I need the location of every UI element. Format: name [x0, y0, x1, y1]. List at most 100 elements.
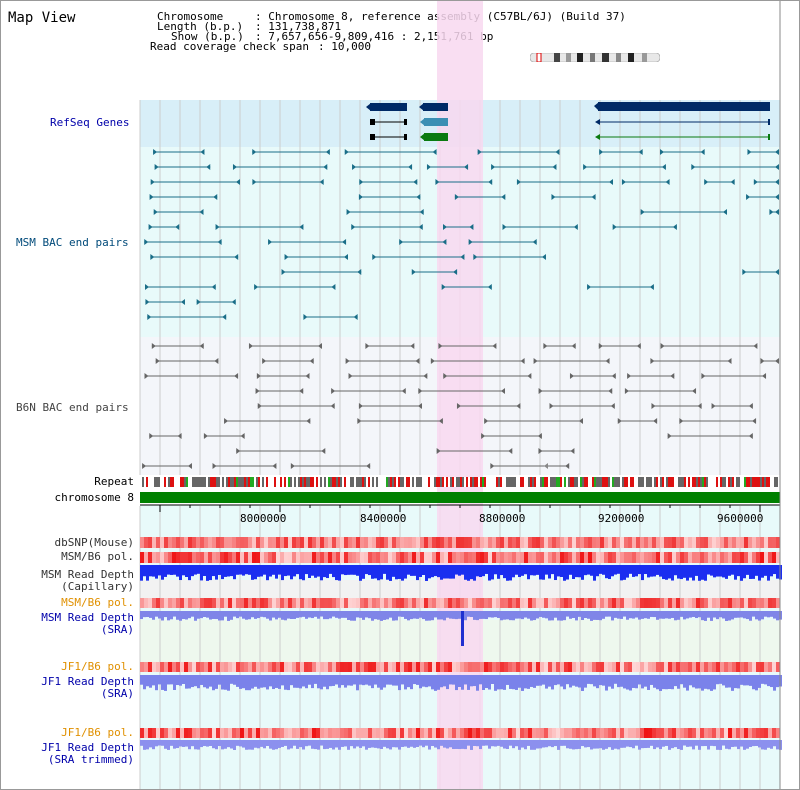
bac-pair[interactable] [224, 418, 311, 424]
msm-bac-pairs[interactable] [144, 149, 779, 320]
bac-pair[interactable] [617, 418, 658, 424]
bac-pair[interactable] [583, 164, 666, 170]
bac-pair[interactable] [144, 284, 216, 290]
bac-pair[interactable] [359, 179, 418, 185]
bac-pair[interactable] [357, 418, 443, 424]
bac-pair[interactable] [691, 164, 779, 170]
bac-pair[interactable] [426, 164, 469, 170]
bac-pair[interactable] [621, 179, 670, 185]
bac-pair[interactable] [481, 433, 542, 439]
bac-pair[interactable] [248, 343, 322, 349]
bac-pair[interactable] [345, 358, 420, 364]
bac-pair[interactable] [679, 418, 757, 424]
bac-pair[interactable] [538, 388, 613, 394]
bac-pair[interactable] [418, 388, 506, 394]
bac-pair[interactable] [144, 239, 222, 245]
bac-pair[interactable] [236, 448, 326, 454]
bac-pair[interactable] [144, 373, 239, 379]
bac-pair[interactable] [704, 179, 735, 185]
bac-pair[interactable] [344, 149, 437, 155]
bac-pair[interactable] [149, 194, 218, 200]
bac-pair[interactable] [490, 463, 570, 469]
bac-pair[interactable] [358, 194, 421, 200]
bac-pair[interactable] [627, 373, 675, 379]
bac-pair[interactable] [746, 194, 779, 200]
bac-pair[interactable] [760, 358, 779, 364]
bac-pair[interactable] [145, 299, 185, 305]
bac-pair[interactable] [281, 269, 362, 275]
bac-pair[interactable] [753, 179, 779, 185]
bac-pair[interactable] [151, 343, 204, 349]
bac-pair[interactable] [701, 373, 767, 379]
track-label-msm-bac[interactable]: MSM BAC end pairs [16, 236, 129, 249]
bac-pair[interactable] [148, 224, 180, 230]
bac-pair[interactable] [303, 314, 358, 320]
bac-pair[interactable] [533, 358, 610, 364]
bac-pair[interactable] [153, 209, 204, 215]
bac-pair[interactable] [551, 194, 596, 200]
track-label-b6n-bac[interactable]: B6N BAC end pairs [16, 401, 129, 414]
bac-pair[interactable] [331, 388, 406, 394]
bac-pair[interactable] [456, 403, 521, 409]
bac-pair[interactable] [352, 164, 413, 170]
track-label-refseq[interactable]: RefSeq Genes [50, 116, 130, 129]
bac-pair[interactable] [358, 403, 423, 409]
bac-pair[interactable] [150, 254, 239, 260]
bac-pair[interactable] [142, 463, 192, 469]
bac-pair[interactable] [252, 179, 324, 185]
selected-region-highlight[interactable] [437, 0, 483, 790]
bac-pair[interactable] [587, 284, 654, 290]
bac-pair[interactable] [538, 448, 575, 454]
bac-pair[interactable] [660, 343, 758, 349]
bac-pair[interactable] [252, 149, 330, 155]
bac-pair[interactable] [454, 194, 506, 200]
read-depth-tracks[interactable] [140, 565, 782, 750]
bac-pair[interactable] [262, 358, 314, 364]
bac-pair[interactable] [154, 164, 211, 170]
bac-pair[interactable] [411, 269, 458, 275]
bac-pair[interactable] [149, 433, 182, 439]
bac-pair[interactable] [348, 373, 428, 379]
bac-pair[interactable] [599, 149, 643, 155]
refseq-genes[interactable] [366, 102, 770, 141]
bac-pair[interactable] [651, 403, 702, 409]
bac-pair[interactable] [742, 269, 779, 275]
bac-pair[interactable] [232, 164, 328, 170]
bac-pair[interactable] [598, 343, 641, 349]
bac-pair[interactable] [441, 284, 492, 290]
bac-pair[interactable] [203, 433, 245, 439]
bac-pair[interactable] [659, 149, 705, 155]
bac-pair[interactable] [640, 209, 728, 215]
chromosome-ideogram[interactable] [530, 53, 660, 62]
bac-pair[interactable] [372, 254, 465, 260]
bac-pair[interactable] [502, 224, 578, 230]
bac-pair[interactable] [650, 358, 732, 364]
bac-pair[interactable] [667, 433, 753, 439]
bac-pair[interactable] [365, 343, 415, 349]
bac-pair[interactable] [436, 448, 513, 454]
bac-pair[interactable] [747, 149, 779, 155]
bac-pair[interactable] [569, 373, 616, 379]
bac-pair[interactable] [769, 209, 779, 215]
repeat-track[interactable] [140, 477, 780, 487]
bac-pair[interactable] [215, 224, 304, 230]
chromosome-bar[interactable] [140, 492, 780, 503]
bac-pair[interactable] [549, 403, 615, 409]
bac-pair[interactable] [430, 358, 525, 364]
bac-pair[interactable] [255, 388, 304, 394]
bac-pair[interactable] [150, 179, 240, 185]
bac-pair[interactable] [443, 373, 532, 379]
bac-pair[interactable] [155, 358, 219, 364]
bac-pair[interactable] [268, 239, 347, 245]
bac-pair[interactable] [351, 224, 423, 230]
bac-pair[interactable] [284, 254, 349, 260]
bac-pair[interactable] [212, 463, 277, 469]
bac-pair[interactable] [711, 403, 753, 409]
bac-pair[interactable] [543, 343, 576, 349]
bac-pair[interactable] [153, 149, 205, 155]
bac-pair[interactable] [484, 418, 583, 424]
bac-pair[interactable] [438, 343, 497, 349]
polymorphism-strips[interactable] [140, 537, 780, 738]
bac-pair[interactable] [254, 284, 336, 290]
